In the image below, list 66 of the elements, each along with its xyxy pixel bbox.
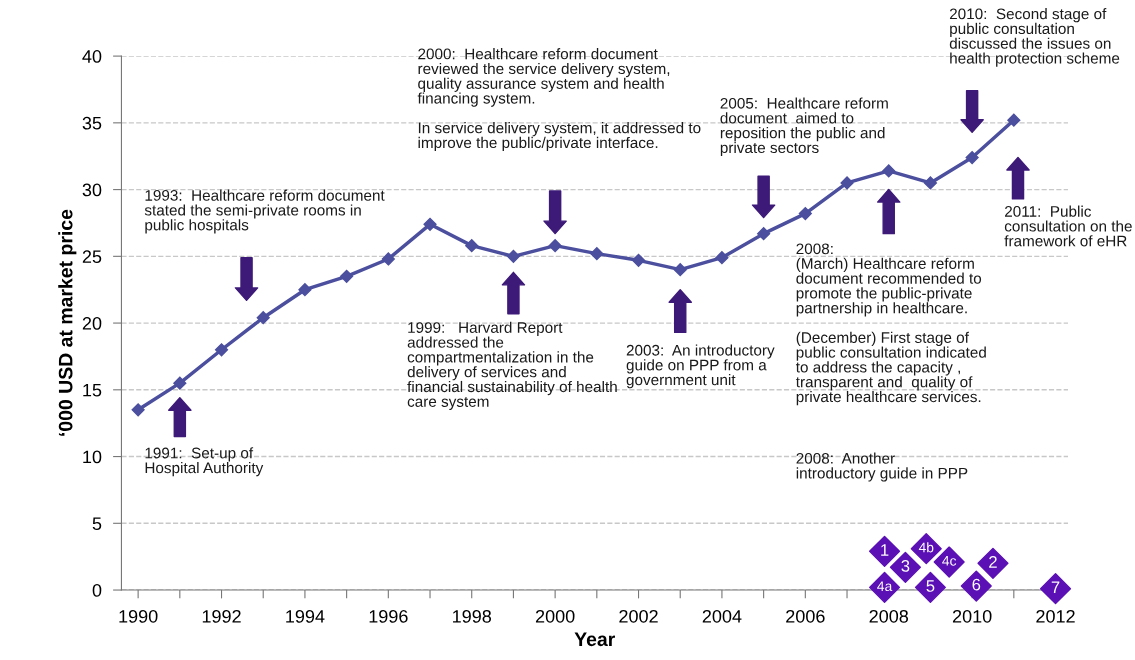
point [173, 376, 187, 390]
annotation: 1999: Harvard Report addressed the compartmentalization in the delivery of services and financial sustainability of health care system [407, 321, 617, 410]
point [256, 311, 270, 325]
x-tick-label: 2010 [952, 609, 992, 623]
y-tick-label: 20 [82, 317, 102, 330]
point [631, 253, 646, 267]
point [214, 343, 229, 357]
annotation: 2010: Second stage of public consultation discussed the issues on health protection scheme [949, 8, 1120, 67]
x-tick-label: 2000 [535, 609, 575, 623]
point [868, 535, 901, 567]
point [977, 547, 1009, 579]
annotation: 7 [1051, 581, 1060, 594]
y-tick-label: 40 [82, 50, 102, 63]
annotation: 1993: Healthcare reform document stated the semi-private rooms in public hospitals [144, 189, 385, 234]
annotation: 6 [972, 578, 981, 591]
annotation: 1 [881, 544, 889, 556]
annotation: 2 [989, 556, 997, 568]
x-axis-title: Year [574, 632, 615, 647]
point [965, 150, 979, 165]
y-tick-label: 0 [92, 583, 102, 597]
annotation: 2003: An introductory guide on PPP from a government unit [626, 344, 775, 389]
annotation: 1991: Set-up of Hospital Authority [145, 447, 264, 477]
point [715, 251, 729, 265]
y-tick-label: 5 [92, 517, 102, 531]
point [1007, 113, 1021, 127]
annotation: 2000: Healthcare reform document reviewed the service delivery system, quality assurance system and health financing system. In service delivery system, it addressed to improve the public/private interface. [417, 48, 701, 152]
point [131, 403, 145, 417]
annotation: 2008: Another introductory guide in PPP [796, 452, 968, 482]
y-tick-label: 35 [82, 116, 102, 130]
annotation: 4c [942, 556, 957, 566]
point [465, 239, 479, 253]
x-tick-label: 1998 [453, 609, 492, 623]
y-axis-title: ‘000 USD at market price [58, 209, 77, 436]
x-tick-label: 1990 [119, 609, 158, 623]
y-tick-label: 10 [83, 450, 102, 464]
point [590, 247, 604, 261]
annotation: 5 [926, 580, 935, 592]
x-tick-label: 2004 [702, 609, 742, 623]
point [840, 176, 854, 190]
point [506, 249, 521, 263]
annotation: 3 [901, 560, 910, 572]
point [423, 217, 437, 231]
point [298, 283, 312, 297]
annotation: 2005: Healthcare reform document aimed to reposition the public and private sectors [720, 97, 888, 157]
x-tick-label: 1994 [286, 609, 325, 623]
point [923, 176, 938, 190]
x-tick-label: 1992 [202, 609, 241, 623]
annotation: 2011: Public consultation on the framework of eHR [1004, 205, 1132, 247]
annotation: 4a [877, 581, 893, 592]
x-tick-label: 2002 [619, 609, 658, 623]
point [340, 269, 354, 283]
point [798, 207, 812, 221]
point [882, 164, 896, 178]
annotation: 4b [918, 542, 934, 553]
y-tick-label: 30 [82, 183, 102, 197]
point [381, 252, 395, 266]
x-tick-label: 1996 [369, 609, 408, 623]
x-tick-label: 2006 [786, 609, 825, 623]
y-tick-label: 15 [83, 383, 102, 397]
point [548, 239, 562, 253]
text: 2008: (March) Healthcare reform document recommended to promote the public-private partnership in healthcare. (December) First stage of public consultation indicated to address the capacity , transparent and quality of private healthcare services. [795, 243, 986, 406]
x-tick-label: 2008 [869, 609, 909, 623]
point [757, 227, 771, 241]
y-tick-label: 25 [82, 250, 102, 264]
point [673, 263, 687, 277]
x-tick-label: 2012 [1036, 609, 1075, 623]
